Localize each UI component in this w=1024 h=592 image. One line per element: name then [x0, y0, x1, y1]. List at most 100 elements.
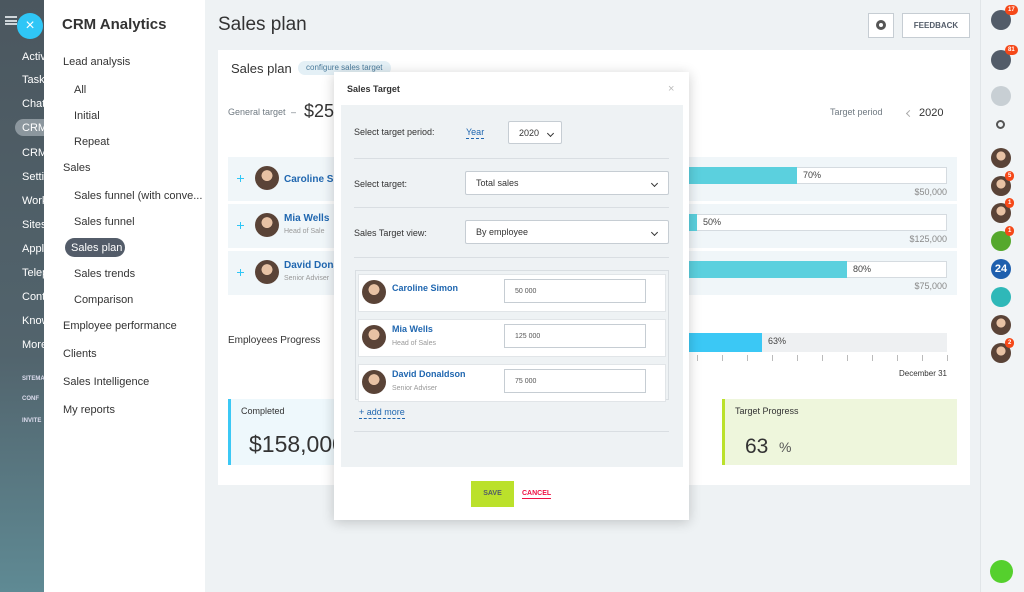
- progress-tick: [922, 355, 923, 361]
- right-icon[interactable]: [991, 148, 1011, 168]
- avatar: [362, 280, 386, 304]
- nav-item[interactable]: Sales funnel (with conve...: [74, 190, 203, 202]
- progress-tick: [772, 355, 773, 361]
- view-select[interactable]: By employee: [465, 220, 669, 244]
- nav-group[interactable]: Clients: [63, 348, 97, 360]
- badge: 5: [1005, 171, 1015, 181]
- progress-tick: [947, 355, 948, 361]
- nav-item[interactable]: Sales trends: [74, 268, 136, 280]
- add-more[interactable]: + add more: [359, 407, 405, 419]
- sidebar-item[interactable]: Work: [22, 195, 48, 207]
- period: 2020: [919, 107, 944, 119]
- employee-name[interactable]: David Donaldson: [392, 369, 466, 379]
- right-icon[interactable]: [991, 10, 1011, 30]
- right-icon[interactable]: [991, 86, 1011, 106]
- completed-value: $158,000: [249, 431, 345, 457]
- sidebar-item[interactable]: Know: [22, 315, 50, 327]
- sidebar-item[interactable]: More: [22, 339, 48, 351]
- feedback-button[interactable]: FEEDBACK: [902, 13, 970, 38]
- badge: 1: [1005, 226, 1015, 236]
- right-icon[interactable]: [991, 231, 1011, 251]
- modal-close[interactable]: ×: [668, 83, 675, 95]
- nav-group[interactable]: My reports: [63, 404, 115, 416]
- expand-plus: [240, 269, 241, 276]
- right-icon[interactable]: [991, 315, 1011, 335]
- row-name[interactable]: Mia Wells: [284, 213, 330, 224]
- progress-tick: [847, 355, 848, 361]
- right-icon[interactable]: [991, 343, 1011, 363]
- expand-plus: [240, 222, 241, 229]
- badge: 17: [1005, 5, 1018, 15]
- right-icon[interactable]: [991, 287, 1011, 307]
- target-label: Select target:: [354, 179, 408, 189]
- target-progress-unit: %: [779, 439, 792, 455]
- employee-name[interactable]: Mia Wells: [392, 324, 433, 334]
- save-button[interactable]: SAVE: [471, 481, 514, 507]
- nav-group[interactable]: Employee performance: [63, 320, 177, 332]
- badge: 2: [1005, 338, 1015, 348]
- nav-group[interactable]: Sales: [63, 162, 91, 174]
- left-sidebar: [0, 0, 44, 592]
- nav-item[interactable]: Comparison: [74, 294, 134, 306]
- target-select[interactable]: Total sales: [465, 171, 669, 195]
- avatar: [362, 325, 386, 349]
- sidebar-item[interactable]: Appl: [22, 243, 45, 255]
- menu-icon: [5, 16, 17, 25]
- nav-group[interactable]: Sales Intelligence: [63, 376, 150, 388]
- nav-item[interactable]: Repeat: [74, 136, 110, 148]
- row-name[interactable]: David Dona: [284, 260, 340, 271]
- period-link[interactable]: Year: [466, 127, 485, 139]
- period-select[interactable]: 2020: [508, 121, 562, 144]
- progress-value: 63%: [768, 336, 787, 346]
- nav-item[interactable]: All: [74, 84, 87, 96]
- row-position: Senior Adviser: [284, 275, 330, 282]
- progress-tick: [872, 355, 873, 361]
- config-tag[interactable]: configure sales target: [298, 61, 391, 75]
- row-target: $125,000: [909, 234, 947, 244]
- target-progress-value: 63: [745, 435, 769, 458]
- avatar: [255, 213, 279, 237]
- amount-input[interactable]: 75 000: [504, 369, 646, 393]
- view-label: Sales Target view:: [354, 228, 427, 238]
- avatar: [255, 260, 279, 284]
- employee-name[interactable]: Caroline Simon: [392, 283, 459, 293]
- sidebar-footer: INVITE: [22, 418, 42, 424]
- employee-position: Senior Adviser: [392, 385, 438, 392]
- search-icon[interactable]: [996, 120, 1005, 129]
- sidebar-item[interactable]: CRM: [22, 147, 48, 159]
- phone-button[interactable]: [990, 560, 1013, 583]
- nav-item[interactable]: Initial: [74, 110, 100, 122]
- amount-input[interactable]: 50 000: [504, 279, 646, 303]
- right-icon[interactable]: [991, 176, 1011, 196]
- sidebar-item[interactable]: Chat: [22, 98, 46, 110]
- right-icon[interactable]: [991, 50, 1011, 70]
- sidebar-item[interactable]: Telep: [22, 267, 49, 279]
- right-icon[interactable]: [991, 203, 1011, 223]
- progress-tick: [722, 355, 723, 361]
- right-icon[interactable]: 24: [991, 259, 1011, 279]
- settings-button[interactable]: [868, 13, 894, 38]
- nav-group[interactable]: Lead analysis: [63, 56, 131, 68]
- bar-label: 50%: [703, 217, 722, 227]
- sidebar-item[interactable]: Task: [22, 74, 45, 86]
- cancel-button[interactable]: CANCEL: [522, 490, 552, 499]
- sidebar-item[interactable]: Cont: [22, 291, 46, 303]
- row-target: $50,000: [914, 187, 947, 197]
- progress-label: Employees Progress: [228, 335, 321, 346]
- sidebar-active: [15, 119, 44, 136]
- modal: Sales Target × Select target period: Year 20…: [334, 72, 689, 520]
- row-name[interactable]: Caroline Si: [284, 174, 337, 185]
- nav-active: [65, 238, 125, 257]
- nav-item[interactable]: Sales plan: [71, 242, 123, 254]
- progress-tick: [822, 355, 823, 361]
- amount-input[interactable]: 125 000: [504, 324, 646, 348]
- sidebar-item[interactable]: Sites: [22, 219, 47, 231]
- close-button[interactable]: ×: [17, 13, 43, 39]
- menu-icon: [5, 20, 17, 22]
- divider: [354, 158, 669, 159]
- sidebar-item[interactable]: CRM: [22, 122, 48, 134]
- nav-item[interactable]: Sales funnel: [74, 216, 135, 228]
- sidebar-item[interactable]: Activ: [22, 51, 46, 63]
- divider: [354, 207, 669, 208]
- sidebar-item[interactable]: Setti: [22, 171, 45, 183]
